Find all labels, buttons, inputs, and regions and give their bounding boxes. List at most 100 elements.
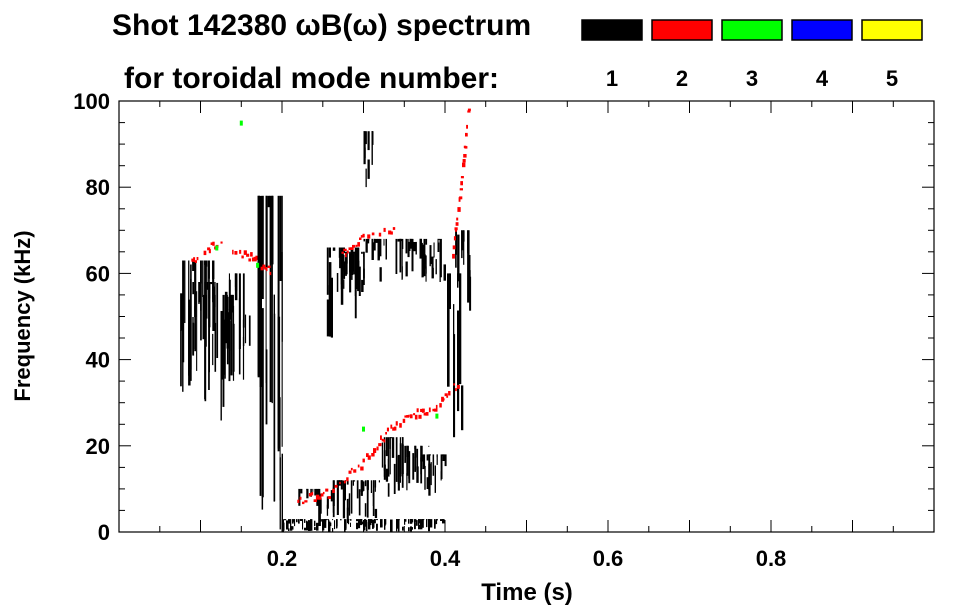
spectrum-stroke [414, 523, 416, 530]
spectrum-stroke [434, 465, 436, 493]
ridge-point [452, 245, 456, 250]
spectrum-stroke [349, 253, 352, 293]
spectrum-stroke [376, 519, 378, 521]
ridge-point [207, 247, 211, 251]
spectrum-stroke [390, 519, 393, 532]
spectrum-stroke [314, 527, 316, 530]
spectrum-stroke [348, 519, 350, 521]
x-tick-label: 0.2 [267, 546, 298, 571]
ridge-point [327, 496, 331, 499]
ridge-point [393, 426, 397, 431]
spectrum-stroke [414, 445, 417, 458]
spectrum-stroke [370, 519, 373, 521]
spectrum-stroke [425, 266, 427, 282]
ridge-point [339, 481, 341, 485]
spectrum-stroke [442, 519, 445, 524]
ridge-point [348, 247, 351, 250]
ridge-point [446, 395, 449, 398]
spectrum-stroke [428, 463, 431, 496]
ridge-point [367, 455, 371, 460]
mode-1-region-6 [326, 480, 380, 524]
legend-swatch-1 [581, 19, 643, 41]
spectrum-stroke [437, 238, 440, 240]
ridge-point [459, 188, 463, 191]
ridge-point [232, 249, 234, 255]
spectrum-stroke [208, 260, 210, 279]
spectrum-stroke [372, 480, 375, 497]
spectrum-stroke [461, 385, 464, 431]
spectrum-stroke [342, 247, 344, 262]
ridge-point [191, 258, 195, 262]
spectrum-stroke [354, 251, 356, 296]
spectrum-stroke [322, 519, 325, 527]
ridge-point [234, 251, 238, 255]
spectrum-stroke [401, 240, 403, 280]
spectrum-stroke [344, 519, 347, 530]
ridge-point [418, 414, 422, 419]
spectrum-stroke [261, 335, 264, 510]
spectrum-stroke [361, 251, 363, 254]
spectrum-stroke [422, 454, 426, 469]
spectrum-stroke [350, 522, 351, 527]
spectrum-stroke [326, 299, 330, 337]
spectrum-stroke [370, 521, 372, 526]
spectrum-stroke [373, 238, 376, 249]
ridge-point [267, 265, 271, 268]
spectrum-stroke [434, 520, 436, 525]
spectrum-stroke [354, 247, 358, 290]
spectrum-stroke [228, 273, 230, 310]
legend-label-3: 3 [746, 66, 758, 91]
ridge-point [395, 421, 398, 426]
ridge-point [308, 493, 312, 497]
spectrum-stroke [188, 299, 190, 376]
spectrum-stroke [216, 282, 219, 358]
ridge-point [341, 251, 344, 254]
mode-1-region-16 [282, 519, 445, 532]
spectrum-stroke [302, 519, 304, 530]
spectrum-stroke [428, 519, 430, 521]
spectrum-stroke [265, 195, 267, 383]
spectrum-stroke [214, 282, 216, 308]
spectrum-stroke [212, 286, 215, 331]
spectrum-stroke [406, 473, 408, 491]
mode-3-speck [435, 413, 439, 419]
ridge-point [388, 230, 392, 235]
spectrum-stroke [356, 522, 359, 530]
ridge-point [208, 249, 211, 254]
ridge-point [453, 383, 455, 386]
ridge-point [269, 271, 272, 276]
y-axis-label: Frequency (kHz) [10, 230, 35, 401]
spectrum-stroke [385, 238, 387, 260]
spectrum-stroke [324, 519, 326, 523]
spectrum-stroke [384, 521, 386, 530]
spectrum-stroke [443, 264, 446, 281]
spectrum-stroke [425, 255, 427, 274]
spectrum-stroke [412, 527, 413, 530]
spectrum-stroke [340, 480, 343, 490]
spectrum-stroke [367, 159, 370, 179]
spectrum-stroke [411, 238, 414, 248]
spectrum-stroke [212, 333, 214, 366]
spectrum-stroke [424, 465, 426, 490]
spectrum-stroke [200, 260, 202, 284]
y-tick-label: 20 [86, 434, 110, 459]
spectrum-stroke [343, 261, 346, 279]
spectrum-stroke [349, 256, 351, 273]
spectrum-stroke [220, 311, 223, 361]
ridge-point [313, 499, 317, 502]
spectrum-stroke [455, 249, 457, 268]
ridge-point [463, 154, 467, 158]
spectrum-stroke [356, 480, 359, 499]
spectrum-stroke [310, 519, 313, 531]
ridge-point [425, 412, 429, 416]
spectrum-stroke [401, 444, 404, 475]
mode-3-speck [239, 120, 243, 126]
spectrum-stroke [288, 528, 290, 531]
ridge-point [407, 414, 410, 417]
spectrum-stroke [184, 260, 186, 323]
spectrum-stroke [371, 238, 373, 252]
spectrum-stroke [398, 523, 399, 527]
ridge-point [466, 124, 468, 129]
spectrum-stroke [348, 493, 351, 516]
